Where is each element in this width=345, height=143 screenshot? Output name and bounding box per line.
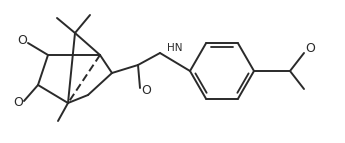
Text: HN: HN [167, 43, 183, 53]
Text: O: O [141, 85, 151, 98]
Text: O: O [17, 34, 27, 47]
Text: O: O [13, 97, 23, 110]
Text: O: O [305, 41, 315, 54]
